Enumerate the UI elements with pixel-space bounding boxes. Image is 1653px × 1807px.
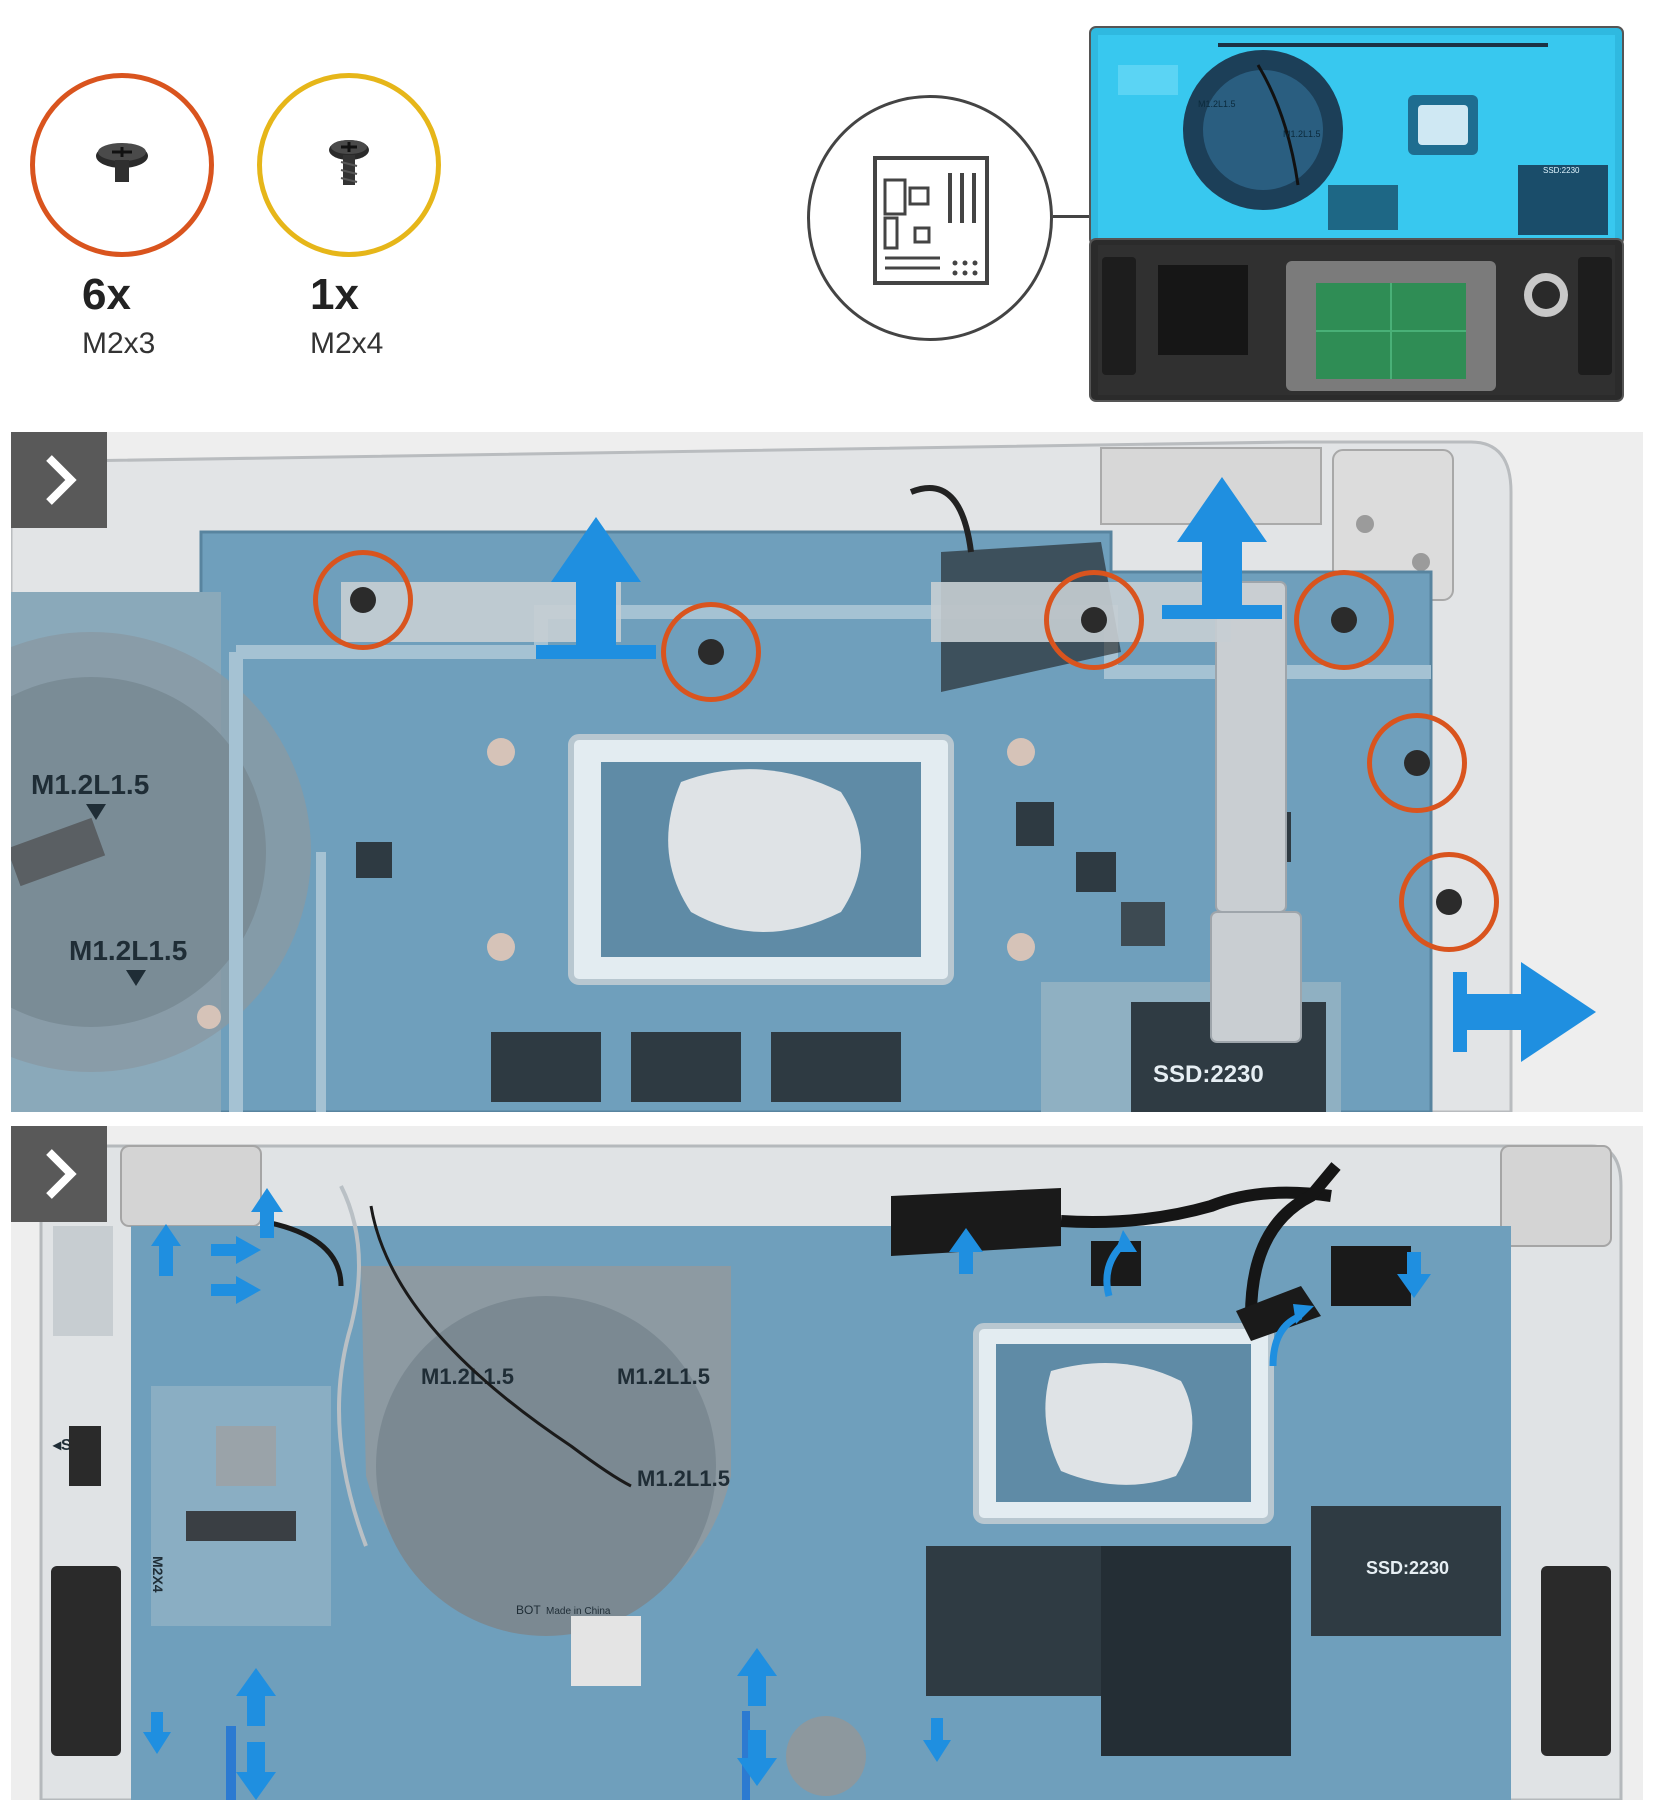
step2-ssd-label: SSD:2230 [1366, 1558, 1449, 1578]
step2-panel: M1.2L1.5 M1.2L1.5 M1.2L1.5 BOT Made in C… [11, 1126, 1643, 1800]
peel-arrow-icon [1269, 1312, 1303, 1367]
chevron-right-icon [46, 1149, 77, 1199]
chevron-right-icon [46, 455, 77, 505]
slide-right-arrow-icon [211, 1276, 261, 1304]
motherboard-icon [873, 156, 989, 285]
press-down-arrow-icon [1397, 1252, 1431, 1298]
step1-tab [11, 432, 107, 528]
step1-arrows [536, 477, 1596, 1062]
made-in-label: Made in China [546, 1606, 611, 1617]
m2x3-screw-callout [313, 550, 413, 650]
lift-arrow-icon [1162, 477, 1282, 619]
m2x3-screw-callout [1294, 570, 1394, 670]
m2x4-size: M2x4 [310, 327, 384, 360]
lift-arrow-icon [536, 517, 656, 659]
step1-fan-label-top: M1.2L1.5 [31, 769, 149, 800]
slide-right-arrow-icon [211, 1236, 261, 1264]
bot-label: BOT [516, 1603, 541, 1617]
press-down-arrow-icon [923, 1718, 951, 1762]
m2x3-screw-icon [96, 143, 148, 182]
step1-illustration: M1.2L1.5 M1.2L1.5 SSD:2230 [11, 432, 1643, 1112]
lift-arrow-icon [949, 1228, 983, 1274]
press-down-arrow-icon [737, 1730, 777, 1786]
step2-arrows [143, 1188, 1431, 1800]
press-down-arrow-icon [236, 1742, 276, 1800]
m2x4-screw-icon [329, 140, 369, 185]
m2x3-screw-callout [661, 602, 761, 702]
overview-fan-label-b: M1.2L1.5 [1283, 129, 1321, 139]
laptop-base-overview: M1.2L1.5 M1.2L1.5 SSD:2230 [1089, 26, 1624, 402]
step2-illustration: M1.2L1.5 M1.2L1.5 M1.2L1.5 BOT Made in C… [11, 1126, 1643, 1800]
m2x3-screw-callout [1367, 713, 1467, 813]
component-callout [807, 95, 1053, 341]
m2x3-screw-ring [30, 73, 214, 257]
step2-tab [11, 1126, 107, 1222]
lift-arrow-icon [251, 1188, 283, 1238]
m2x3-screw-callout [1044, 570, 1144, 670]
step1-panel: M1.2L1.5 M1.2L1.5 SSD:2230 [11, 432, 1643, 1112]
step1-ssd-label: SSD:2230 [1153, 1061, 1264, 1088]
step2-fan-label-left: M1.2L1.5 [421, 1364, 514, 1389]
slide-right-arrow-icon [1453, 962, 1596, 1062]
press-down-arrow-icon [143, 1712, 171, 1754]
step1-screws [350, 587, 1462, 915]
step2-fan-label-bottom: M1.2L1.5 [637, 1466, 730, 1491]
lift-arrow-icon [236, 1668, 276, 1726]
overview-fan-label-a: M1.2L1.5 [1198, 99, 1236, 109]
lift-arrow-icon [737, 1648, 777, 1706]
step2-fan-label-right: M1.2L1.5 [617, 1364, 710, 1389]
lift-arrow-icon [151, 1224, 181, 1276]
m2x4-quantity: 1x [310, 270, 359, 319]
step1-fan-label-bottom: M1.2L1.5 [69, 935, 187, 966]
m2x4-board-label: M2X4 [150, 1556, 166, 1593]
m2x3-screw-callout [1399, 852, 1499, 952]
m2x3-quantity: 6x [82, 270, 131, 319]
m2x4-screw-ring [257, 73, 441, 257]
overview-ssd-label: SSD:2230 [1543, 166, 1580, 175]
m2x3-size: M2x3 [82, 327, 156, 360]
